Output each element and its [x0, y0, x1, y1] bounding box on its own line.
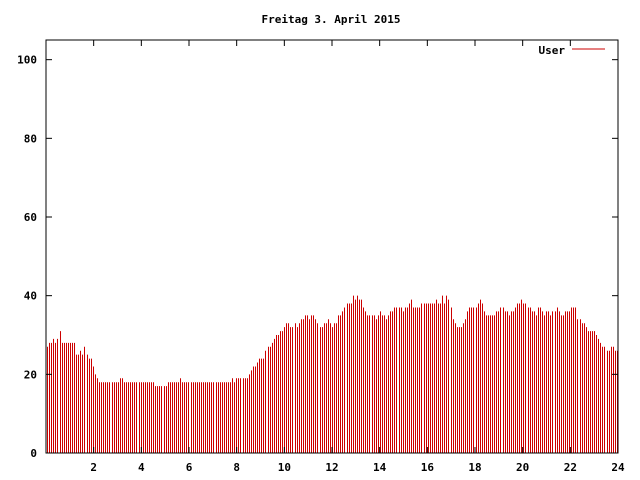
x-axis: 2 4 6 8 10 12 14 16 18 20 22 24 — [90, 40, 625, 474]
y-tick-label: 80 — [24, 132, 37, 145]
x-tick-label: 2 — [90, 461, 97, 474]
y-tick-label: 0 — [30, 447, 37, 460]
x-tick-label: 8 — [233, 461, 240, 474]
y-axis: 0 20 40 60 80 100 — [17, 54, 618, 460]
x-tick-label: 24 — [611, 461, 625, 474]
y-tick-label: 20 — [24, 368, 37, 381]
x-tick-label: 16 — [421, 461, 435, 474]
y-tick-label: 60 — [24, 211, 37, 224]
x-tick-label: 12 — [325, 461, 338, 474]
bar-series-user — [47, 295, 618, 453]
x-tick-label: 6 — [186, 461, 193, 474]
x-tick-label: 4 — [138, 461, 145, 474]
chart-title: Freitag 3. April 2015 — [261, 13, 400, 26]
x-tick-label: 10 — [278, 461, 291, 474]
x-tick-label: 14 — [373, 461, 387, 474]
x-tick-label: 18 — [468, 461, 481, 474]
y-tick-label: 40 — [24, 290, 37, 303]
y-tick-label: 100 — [17, 54, 37, 67]
legend-label-user: User — [539, 44, 566, 57]
x-tick-label: 22 — [564, 461, 577, 474]
x-tick-label: 20 — [516, 461, 529, 474]
legend: User — [539, 44, 605, 57]
